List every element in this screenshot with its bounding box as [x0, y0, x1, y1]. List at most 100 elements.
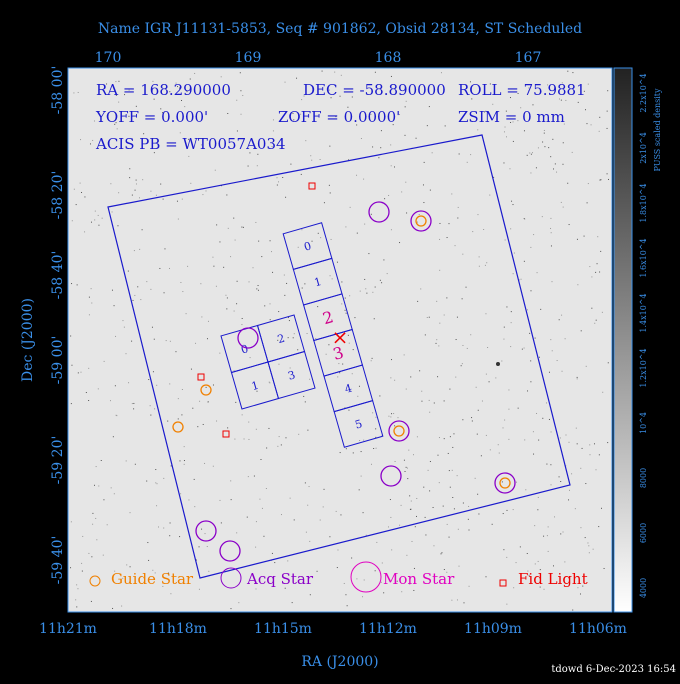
- noise-dot: [517, 407, 519, 409]
- noise-dot: [480, 455, 482, 457]
- noise-dot: [277, 445, 279, 447]
- noise-dot: [263, 535, 265, 537]
- noise-dot: [571, 473, 573, 475]
- guide-star: [172, 421, 184, 433]
- noise-dot: [486, 262, 488, 264]
- noise-dot: [393, 413, 395, 415]
- noise-dot: [285, 196, 287, 198]
- noise-dot: [257, 285, 259, 287]
- noise-dot: [147, 542, 149, 544]
- noise-dot: [236, 303, 238, 305]
- noise-dot: [242, 226, 244, 228]
- top-tick-label: 168: [375, 50, 402, 66]
- noise-dot: [446, 523, 448, 525]
- noise-dot: [567, 70, 569, 72]
- noise-dot: [358, 489, 360, 491]
- noise-dot: [379, 279, 381, 281]
- noise-dot: [177, 398, 179, 400]
- noise-dot: [599, 271, 601, 273]
- noise-dot: [582, 585, 584, 587]
- noise-dot: [102, 554, 104, 556]
- legend-icon: [89, 575, 101, 587]
- noise-dot: [181, 99, 183, 101]
- chip-label: 3: [331, 343, 346, 364]
- noise-dot: [454, 245, 456, 247]
- noise-dot: [216, 224, 218, 226]
- noise-dot: [163, 292, 165, 294]
- noise-dot: [405, 466, 407, 468]
- colorbar-label: PUSS scaled density: [653, 88, 662, 172]
- noise-dot: [550, 339, 552, 341]
- noise-dot: [481, 400, 483, 402]
- noise-dot: [501, 360, 503, 362]
- noise-dot: [380, 581, 382, 583]
- noise-dot: [544, 146, 546, 148]
- noise-dot: [128, 115, 130, 117]
- noise-dot: [179, 536, 181, 538]
- noise-dot: [451, 469, 453, 471]
- noise-dot: [451, 599, 453, 601]
- noise-dot: [180, 281, 182, 283]
- noise-dot: [329, 275, 331, 277]
- noise-dot: [374, 286, 376, 288]
- noise-dot: [181, 414, 183, 416]
- noise-dot: [576, 443, 578, 445]
- noise-dot: [512, 140, 514, 142]
- noise-dot: [589, 454, 591, 456]
- left-tick-label: -58 40': [50, 251, 66, 300]
- noise-dot: [162, 112, 164, 114]
- noise-dot: [152, 371, 154, 373]
- noise-dot: [364, 278, 366, 280]
- noise-dot: [351, 96, 353, 98]
- noise-dot: [371, 357, 373, 359]
- noise-dot: [550, 464, 552, 466]
- noise-dot: [476, 433, 478, 435]
- noise-dot: [256, 288, 258, 290]
- noise-dot: [329, 145, 331, 147]
- info-block: RA = 168.290000 DEC = -58.890000 ROLL = 75…: [95, 81, 586, 153]
- noise-dot: [410, 500, 412, 502]
- noise-dot: [96, 539, 98, 541]
- noise-dot: [560, 533, 562, 535]
- noise-dot: [307, 429, 309, 431]
- noise-dot: [202, 194, 204, 196]
- colorbar-tick-label: 10^4: [639, 412, 648, 434]
- noise-dot: [460, 365, 462, 367]
- noise-dot: [362, 596, 364, 598]
- noise-dot: [269, 303, 271, 305]
- noise-dot: [562, 163, 564, 165]
- noise-dot: [546, 535, 548, 537]
- noise-dot: [536, 272, 538, 274]
- noise-dot: [468, 585, 470, 587]
- noise-dot: [198, 588, 200, 590]
- noise-dot: [220, 76, 222, 78]
- fid-light: [197, 373, 205, 381]
- noise-dot: [556, 360, 558, 362]
- noise-dot: [359, 439, 361, 441]
- noise-dot: [414, 526, 416, 528]
- field-box: [107, 134, 571, 579]
- noise-dot: [170, 465, 172, 467]
- noise-dot: [547, 526, 549, 528]
- noise-dot: [301, 99, 303, 101]
- noise-dot: [152, 80, 154, 82]
- noise-dot: [391, 549, 393, 551]
- noise-dot: [565, 99, 567, 101]
- noise-dot: [447, 452, 449, 454]
- noise-dot: [278, 181, 280, 183]
- noise-dot: [599, 179, 601, 181]
- noise-dot: [400, 504, 402, 506]
- noise-dot: [471, 98, 473, 100]
- noise-dot: [497, 444, 499, 446]
- info-text: ZSIM = 0 mm: [458, 108, 565, 126]
- noise-dot: [81, 191, 83, 193]
- noise-dot: [439, 269, 441, 271]
- noise-dot: [396, 580, 398, 582]
- noise-dot: [562, 531, 564, 533]
- noise-dot: [340, 74, 342, 76]
- noise-dot: [390, 377, 392, 379]
- noise-dot: [466, 347, 468, 349]
- noise-dot: [530, 290, 532, 292]
- noise-dot: [405, 100, 407, 102]
